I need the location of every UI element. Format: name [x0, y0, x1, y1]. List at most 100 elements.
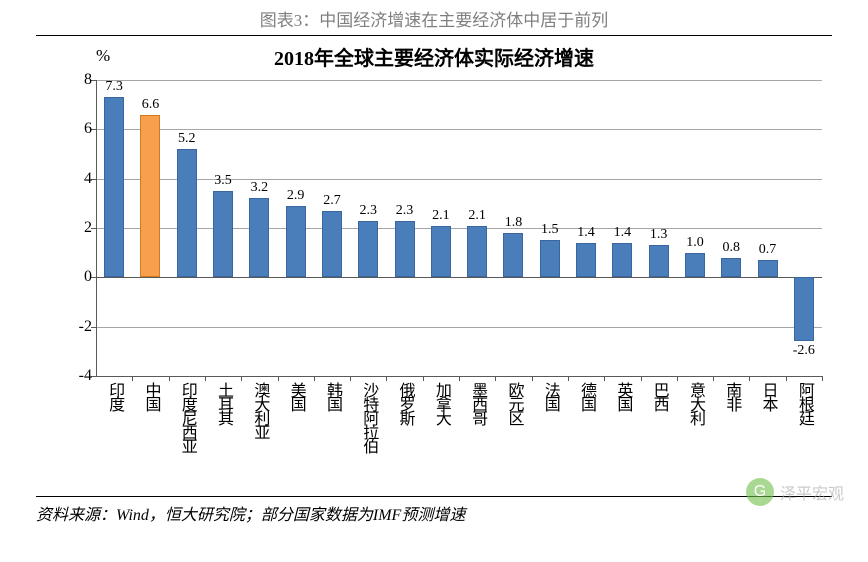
x-category-label: 土耳其 [211, 382, 235, 424]
watermark-text: 泽平宏观 [780, 480, 844, 504]
bar-value-label: -2.6 [784, 343, 824, 359]
y-tick-label: -2 [62, 318, 92, 336]
bar [503, 233, 523, 277]
bar [177, 149, 197, 277]
x-category-label: 英国 [610, 382, 634, 410]
grid-line [96, 228, 822, 229]
bar-value-label: 1.8 [493, 215, 533, 231]
figure-caption: 图表3：中国经济增速在主要经济体中居于前列 [0, 0, 868, 35]
bar-value-label: 6.6 [130, 97, 170, 113]
x-tick-mark [786, 376, 787, 381]
bar-value-label: 2.1 [457, 208, 497, 224]
plot-area: -4-2024687.3印度6.6中国5.2印度尼西亚3.5土耳其3.2澳大利亚… [96, 80, 822, 376]
bar-value-label: 1.4 [566, 225, 606, 241]
x-category-label: 巴西 [647, 382, 671, 410]
x-tick-mark [241, 376, 242, 381]
bar [576, 243, 596, 278]
bar [467, 226, 487, 278]
x-tick-mark [205, 376, 206, 381]
x-category-label: 德国 [574, 382, 598, 410]
bar [649, 245, 669, 277]
y-tick-label: -4 [62, 367, 92, 385]
bar-value-label: 1.4 [602, 225, 642, 241]
bar [540, 240, 560, 277]
y-tick-label: 6 [62, 120, 92, 138]
x-tick-mark [350, 376, 351, 381]
x-category-label: 美国 [284, 382, 308, 410]
chart-title: 2018年全球主要经济体实际经济增速 [36, 36, 832, 73]
bar-value-label: 3.5 [203, 173, 243, 189]
x-tick-mark [713, 376, 714, 381]
x-tick-mark [677, 376, 678, 381]
x-category-label: 中国 [138, 382, 162, 410]
bar [612, 243, 632, 278]
x-category-label: 日本 [756, 382, 780, 410]
bottom-rule [36, 496, 832, 497]
y-tick-label: 2 [62, 219, 92, 237]
bar-value-label: 2.1 [421, 208, 461, 224]
bar [104, 97, 124, 277]
bar [322, 211, 342, 278]
bar [286, 206, 306, 278]
x-category-label: 俄罗斯 [393, 382, 417, 424]
bar-value-label: 2.7 [312, 193, 352, 209]
x-category-label: 加拿大 [429, 382, 453, 424]
x-tick-mark [314, 376, 315, 381]
bar [794, 277, 814, 341]
bar-value-label: 2.9 [276, 188, 316, 204]
x-tick-mark [278, 376, 279, 381]
x-tick-mark [386, 376, 387, 381]
bar-value-label: 2.3 [348, 203, 388, 219]
bar [721, 258, 741, 278]
bar-value-label: 3.2 [239, 180, 279, 196]
y-axis-unit: % [96, 46, 110, 66]
bar [395, 221, 415, 278]
grid-line [96, 327, 822, 328]
y-tick-label: 0 [62, 268, 92, 286]
bar [431, 226, 451, 278]
x-tick-mark [459, 376, 460, 381]
x-tick-mark [822, 376, 823, 381]
x-tick-mark [604, 376, 605, 381]
wechat-icon: G [746, 478, 774, 506]
bar-value-label: 1.5 [530, 222, 570, 238]
bar-value-label: 7.3 [94, 79, 134, 95]
bar-value-label: 5.2 [167, 131, 207, 147]
y-axis-line [96, 80, 97, 376]
x-category-label: 印度 [102, 382, 126, 410]
bar [140, 115, 160, 278]
x-category-label: 欧元区 [501, 382, 525, 424]
x-category-label: 法国 [538, 382, 562, 410]
watermark: G 泽平宏观 [746, 478, 844, 506]
x-category-label: 澳大利亚 [247, 382, 271, 438]
bar-value-label: 1.0 [675, 235, 715, 251]
chart-container: 2018年全球主要经济体实际经济增速 % -4-2024687.3印度6.6中国… [36, 36, 832, 496]
zero-line [96, 277, 822, 278]
grid-line [96, 80, 822, 81]
bar [358, 221, 378, 278]
x-tick-mark [532, 376, 533, 381]
x-category-label: 墨西哥 [465, 382, 489, 424]
x-category-label: 南非 [719, 382, 743, 410]
x-tick-mark [423, 376, 424, 381]
bar [249, 198, 269, 277]
x-category-label: 沙特阿拉伯 [356, 382, 380, 452]
bar-value-label: 0.8 [711, 240, 751, 256]
bar [758, 260, 778, 277]
x-tick-mark [495, 376, 496, 381]
x-tick-mark [749, 376, 750, 381]
bar-value-label: 0.7 [748, 242, 788, 258]
bar [685, 253, 705, 278]
x-tick-mark [132, 376, 133, 381]
x-tick-mark [169, 376, 170, 381]
x-tick-mark [568, 376, 569, 381]
x-category-label: 阿根廷 [792, 382, 816, 424]
y-tick-label: 8 [62, 71, 92, 89]
bar-value-label: 2.3 [385, 203, 425, 219]
x-tick-mark [641, 376, 642, 381]
x-category-label: 印度尼西亚 [175, 382, 199, 452]
bar [213, 191, 233, 277]
x-category-label: 意大利 [683, 382, 707, 424]
x-category-label: 韩国 [320, 382, 344, 410]
y-tick-label: 4 [62, 170, 92, 188]
